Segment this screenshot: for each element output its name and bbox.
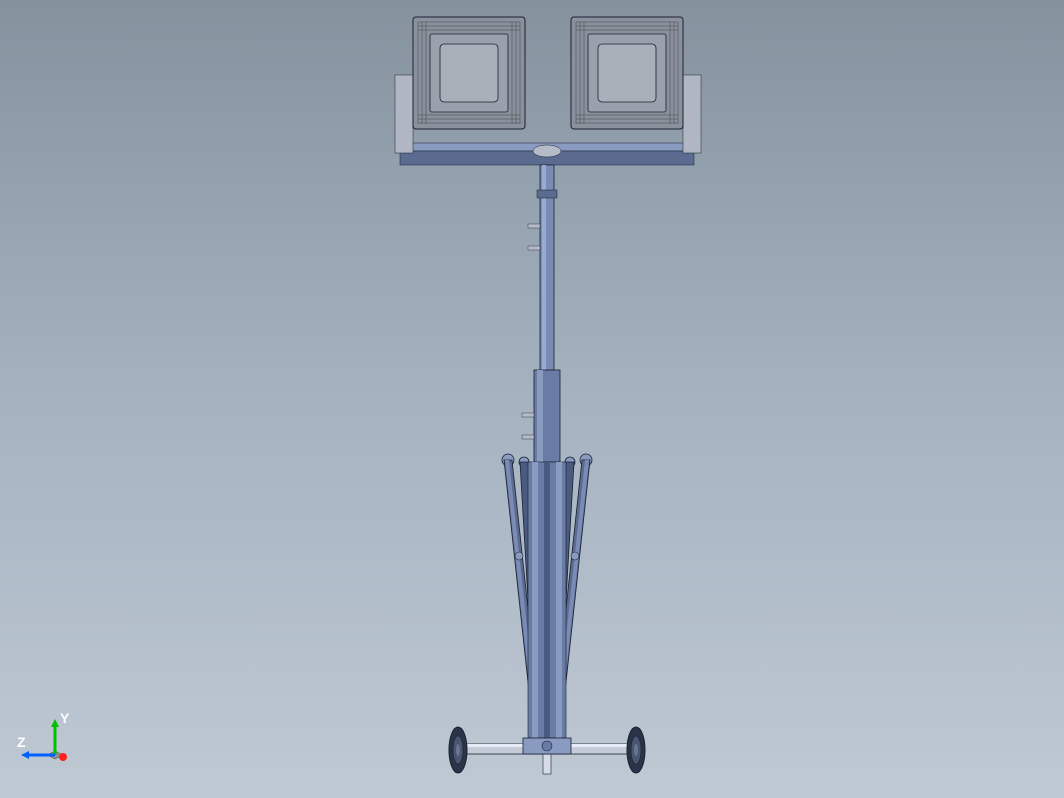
- leg-connector: [515, 552, 523, 560]
- axis-x: [59, 753, 67, 761]
- axis-z-arrow: [21, 751, 29, 759]
- base-post: [543, 752, 551, 774]
- center-hub: [533, 145, 561, 157]
- axis-indicator[interactable]: Y Z: [15, 703, 95, 783]
- center-column: [528, 462, 566, 738]
- floodlight-right: [571, 17, 701, 153]
- wheel-right: [627, 727, 645, 773]
- model-rendering: [0, 0, 1064, 798]
- axis-y-arrow: [51, 719, 59, 727]
- floodlight-left: [395, 17, 525, 153]
- axis-z-label: Z: [17, 734, 26, 750]
- axis-y-label: Y: [60, 710, 70, 726]
- wheel-left: [449, 727, 467, 773]
- base-pivot: [542, 741, 552, 751]
- leg-connector: [571, 552, 579, 560]
- mast-upper: [528, 165, 557, 370]
- cad-viewport[interactable]: Y Z: [0, 0, 1064, 798]
